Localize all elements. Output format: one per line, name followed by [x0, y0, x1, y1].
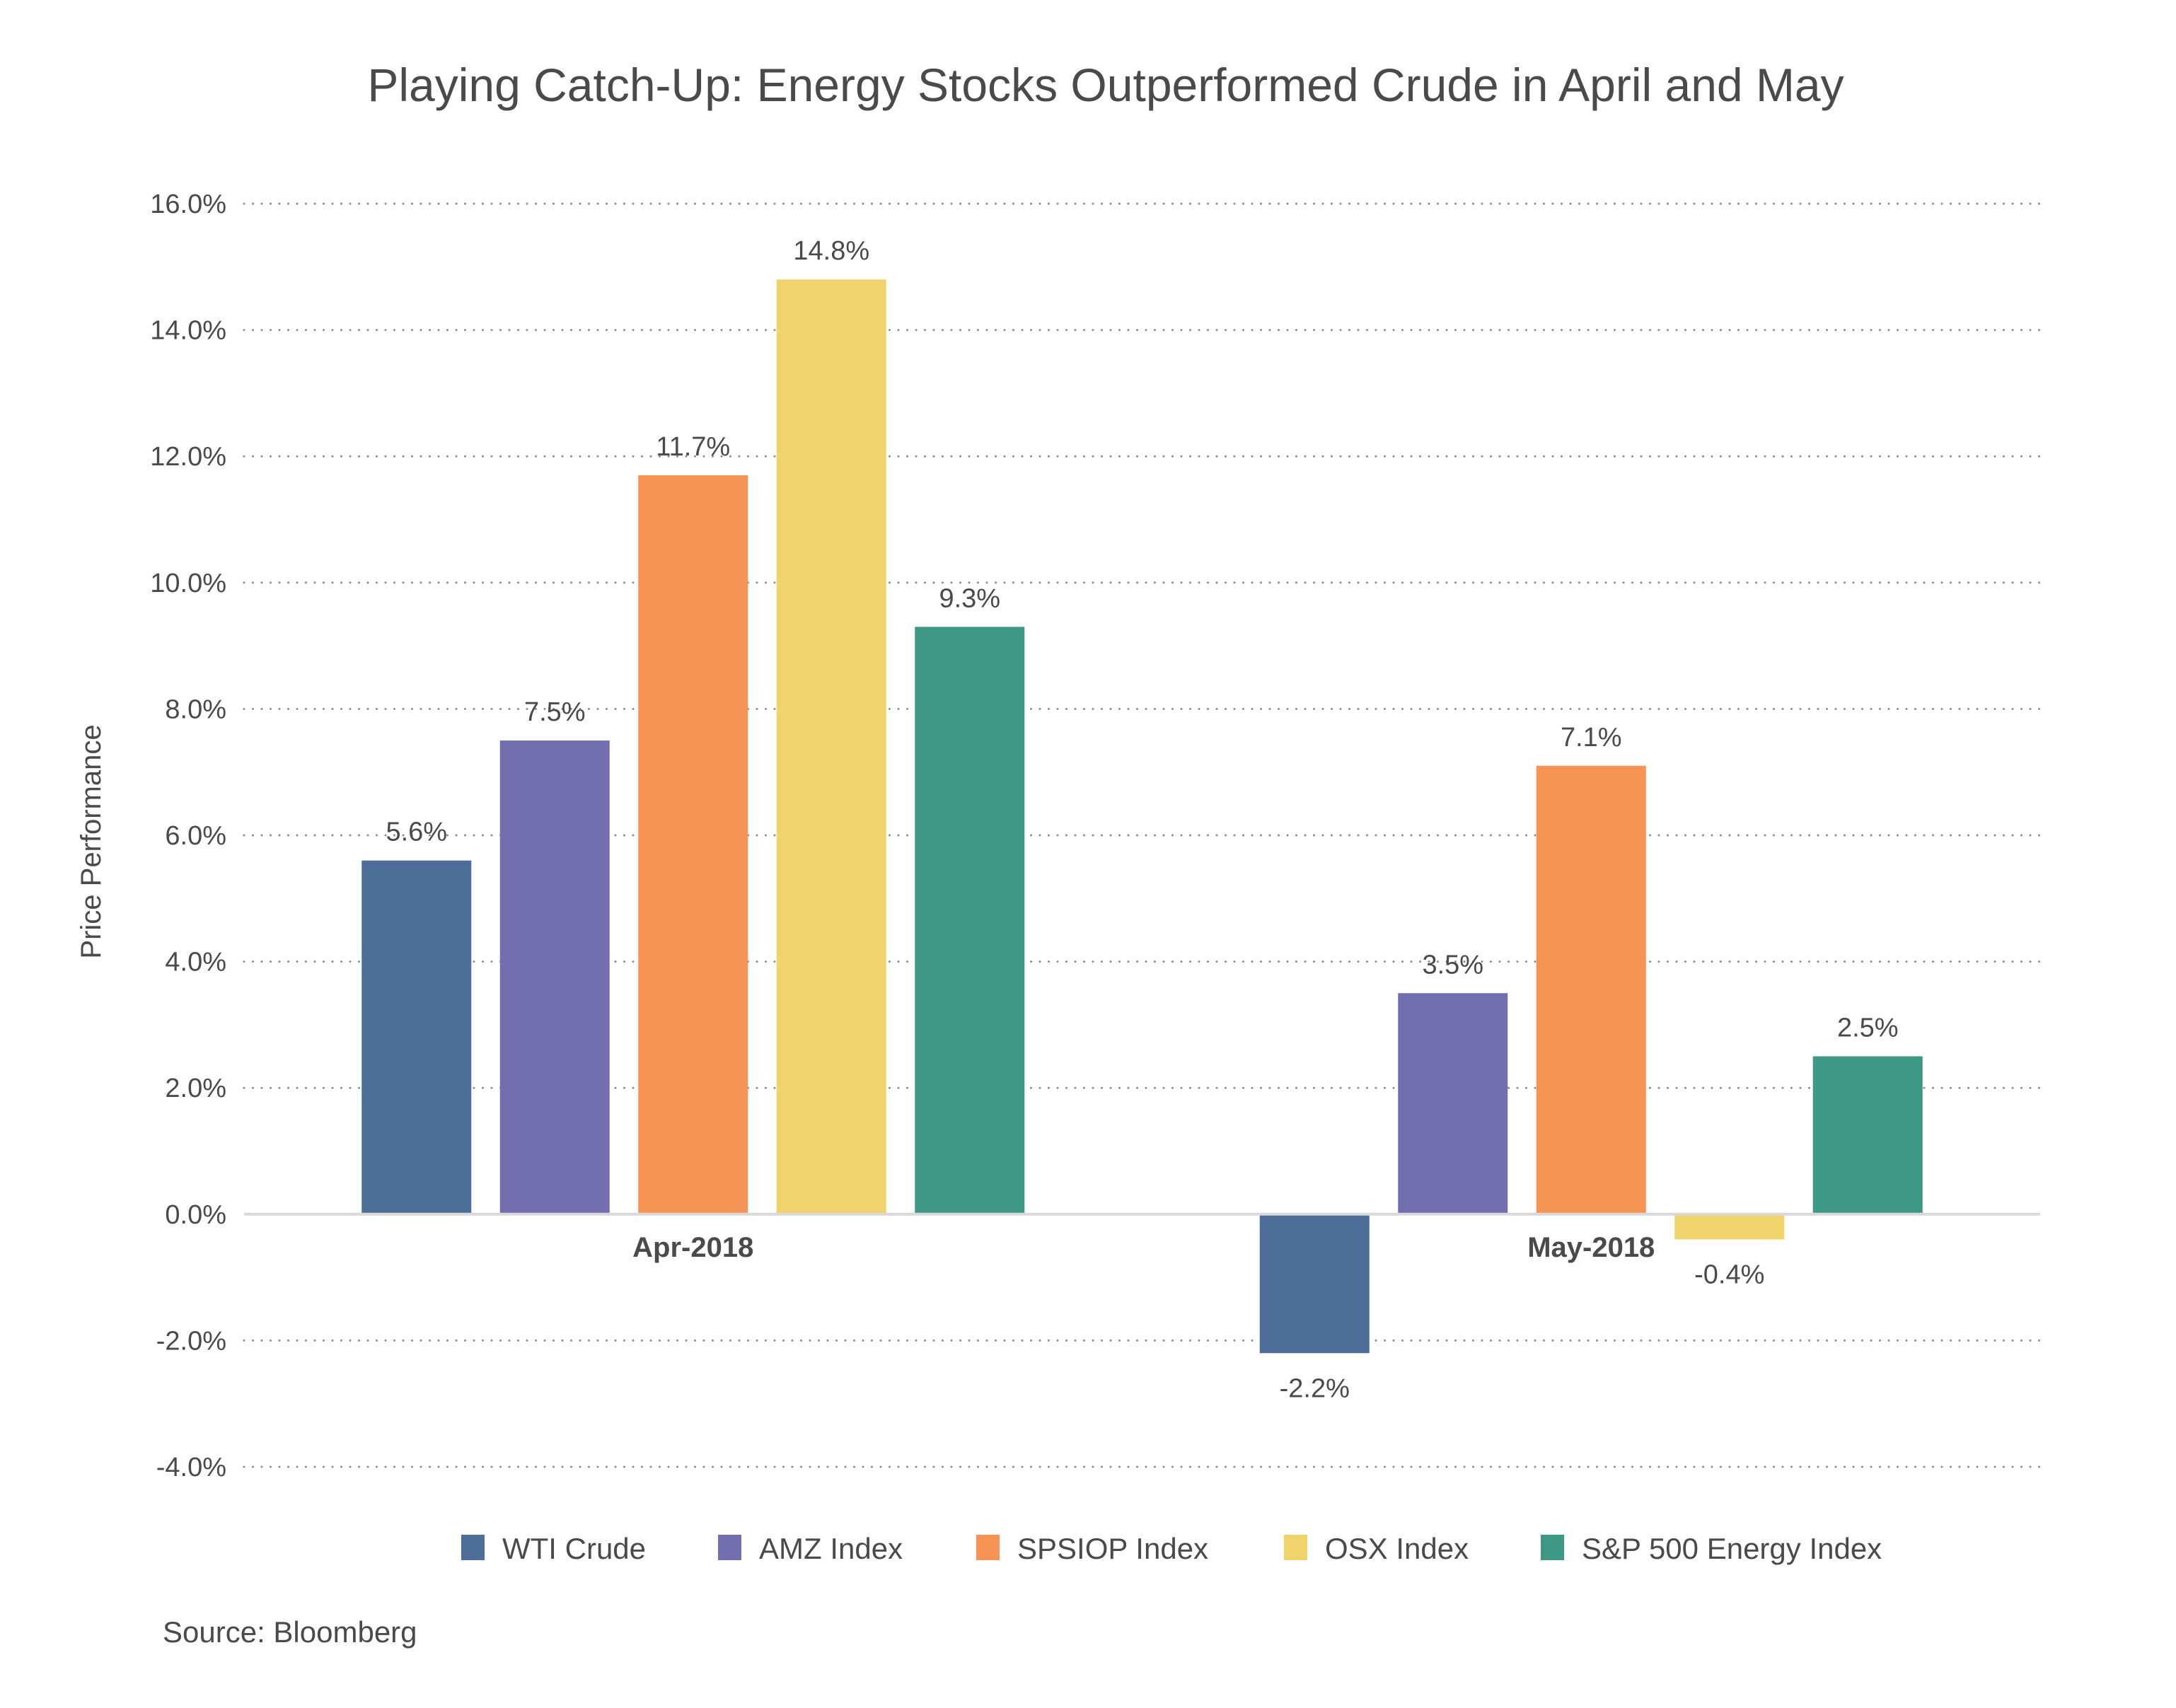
chart-title: Playing Catch-Up: Energy Stocks Outperfo…	[367, 59, 1844, 111]
legend-item: S&P 500 Energy Index	[1541, 1532, 1882, 1565]
y-tick-label: -2.0%	[156, 1326, 226, 1356]
y-tick-label: 14.0%	[150, 316, 226, 346]
data-label: 2.5%	[1837, 1013, 1899, 1043]
y-axis-ticks: 16.0% 14.0% 12.0% 10.0% 8.0% 6.0% 4.0% 2.0% 0.0%…	[150, 190, 226, 1482]
data-label: 5.6%	[386, 818, 447, 847]
category-labels: Apr-2018 May-2018	[632, 1232, 1655, 1263]
bar-osx-index-may-2018	[1674, 1214, 1785, 1240]
bar-s-p-500-energy-index-apr-2018	[915, 627, 1025, 1214]
data-label: 7.5%	[524, 697, 586, 727]
bar-amz-index-apr-2018	[499, 740, 610, 1214]
y-tick-label: 12.0%	[150, 442, 226, 472]
data-label: -0.4%	[1694, 1260, 1764, 1290]
legend-label: OSX Index	[1325, 1532, 1469, 1565]
legend-swatch	[976, 1535, 1000, 1560]
y-axis-title: Price Performance	[76, 724, 107, 958]
y-tick-label: 16.0%	[150, 190, 226, 219]
legend-label: AMZ Index	[759, 1532, 903, 1565]
y-tick-label: -4.0%	[156, 1453, 226, 1482]
legend-item: WTI Crude	[461, 1532, 646, 1565]
x-category-label: Apr-2018	[632, 1232, 753, 1263]
bar-amz-index-may-2018	[1398, 993, 1508, 1214]
legend-label: S&P 500 Energy Index	[1582, 1532, 1882, 1565]
bar-spsiop-index-may-2018	[1536, 765, 1646, 1214]
bar-osx-index-apr-2018	[776, 279, 886, 1214]
y-tick-label: 8.0%	[165, 695, 226, 724]
bar-spsiop-index-apr-2018	[638, 475, 748, 1214]
legend-label: SPSIOP Index	[1017, 1532, 1208, 1565]
data-label: 9.3%	[939, 583, 1000, 613]
data-label: 7.1%	[1561, 723, 1622, 753]
x-category-label: May-2018	[1527, 1232, 1655, 1263]
legend-swatch	[718, 1535, 741, 1560]
legend-label: WTI Crude	[502, 1532, 646, 1565]
bar-s-p-500-energy-index-may-2018	[1812, 1056, 1923, 1214]
legend-item: AMZ Index	[718, 1532, 903, 1565]
data-label: 14.8%	[793, 236, 869, 266]
data-labels: 5.6% 7.5% 11.7% 14.8% 9.3% -2.2% 3.5% 7.1% -0.4%…	[386, 236, 1898, 1403]
legend-swatch	[1284, 1535, 1307, 1560]
data-label: 11.7%	[656, 432, 730, 462]
y-tick-label: 6.0%	[165, 821, 226, 851]
bars	[361, 279, 1923, 1354]
y-tick-label: 10.0%	[150, 569, 226, 598]
y-tick-label: 4.0%	[165, 948, 226, 977]
y-tick-label: 2.0%	[165, 1074, 226, 1103]
data-label: 3.5%	[1422, 950, 1483, 980]
legend-item: SPSIOP Index	[976, 1532, 1208, 1565]
data-label: -2.2%	[1280, 1373, 1350, 1403]
source-note: Source: Bloomberg	[163, 1615, 417, 1649]
legend-swatch	[461, 1535, 485, 1560]
bar-wti-crude-may-2018	[1259, 1214, 1370, 1354]
legend-item: OSX Index	[1284, 1532, 1469, 1565]
legend-swatch	[1541, 1535, 1564, 1560]
bar-wti-crude-apr-2018	[361, 860, 472, 1214]
legend: WTI Crude AMZ Index SPSIOP Index OSX Index S…	[461, 1532, 1882, 1565]
y-tick-label: 0.0%	[165, 1200, 226, 1230]
